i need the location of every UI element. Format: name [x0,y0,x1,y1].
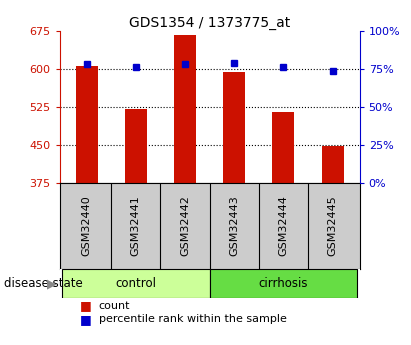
Text: GSM32445: GSM32445 [328,196,337,256]
Bar [174,34,196,183]
Bar [321,146,344,183]
Text: GSM32442: GSM32442 [180,196,190,256]
Text: cirrhosis: cirrhosis [259,277,308,290]
Text: GSM32443: GSM32443 [229,196,239,256]
Text: ■: ■ [80,313,92,326]
Bar [210,269,357,298]
Bar [223,71,245,183]
Text: count: count [99,301,130,311]
Text: GSM32440: GSM32440 [82,196,92,256]
Text: disease state: disease state [4,277,83,290]
Text: GSM32441: GSM32441 [131,196,141,256]
Title: GDS1354 / 1373775_at: GDS1354 / 1373775_at [129,16,290,30]
Bar [125,109,147,183]
Bar [76,67,98,183]
Text: GSM32444: GSM32444 [278,196,289,256]
Bar [62,269,210,298]
Bar [272,112,294,183]
Text: ▶: ▶ [47,277,57,290]
Text: control: control [115,277,156,290]
Text: percentile rank within the sample: percentile rank within the sample [99,314,286,324]
Text: ■: ■ [80,299,92,313]
